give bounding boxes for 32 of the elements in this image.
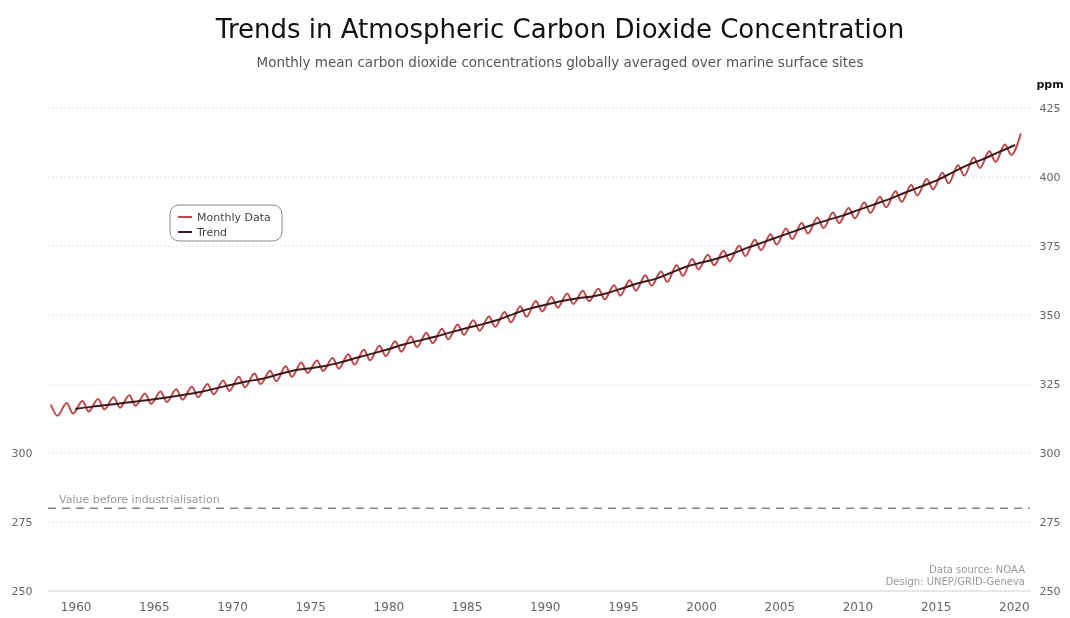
x-tick-label: 1980 xyxy=(373,600,405,614)
chart-title: Trends in Atmospheric Carbon Dioxide Concentration xyxy=(214,14,905,44)
x-tick-label: 2020 xyxy=(999,600,1030,614)
y-tick-label: 275 xyxy=(11,516,33,529)
x-tick-label: 2000 xyxy=(686,600,717,614)
y2-tick-label: 400 xyxy=(1039,171,1061,184)
y2-tick-label: 300 xyxy=(1039,447,1061,460)
x-tick-label: 1965 xyxy=(139,600,170,614)
y2-tick-label: 275 xyxy=(1039,516,1061,529)
chart-subtitle: Monthly mean carbon dioxide concentrations globally averaged over marine surface sites xyxy=(256,54,864,70)
ref-line-label: Value before industrialisation xyxy=(59,493,220,507)
x-tick-label: 1995 xyxy=(608,600,639,614)
x-tick-label: 1960 xyxy=(60,600,92,614)
legend-label: Monthly Data xyxy=(197,211,271,224)
x-tick-label: 2015 xyxy=(920,600,952,614)
y-tick-label: 300 xyxy=(11,447,33,460)
x-tick-label: 2005 xyxy=(764,600,796,614)
x-tick-label: 1975 xyxy=(295,600,326,614)
legend-label: Trend xyxy=(196,226,228,239)
y2-tick-label: 250 xyxy=(1039,585,1061,598)
y2-tick-label: 425 xyxy=(1039,102,1061,115)
annotation: Design: UNEP/GRID-Geneva xyxy=(885,576,1025,587)
y2-axis-title: ppm xyxy=(1036,78,1064,91)
y2-tick-label: 375 xyxy=(1039,240,1061,253)
y2-tick-label: 350 xyxy=(1039,309,1061,322)
y-tick-label: 250 xyxy=(11,585,33,598)
x-tick-label: 1970 xyxy=(217,600,248,614)
annotation: Data source: NOAA xyxy=(929,564,1026,575)
y2-tick-label: 325 xyxy=(1039,378,1061,391)
x-tick-label: 2010 xyxy=(842,600,874,614)
x-tick-label: 1990 xyxy=(529,600,561,614)
x-tick-label: 1985 xyxy=(451,600,483,614)
